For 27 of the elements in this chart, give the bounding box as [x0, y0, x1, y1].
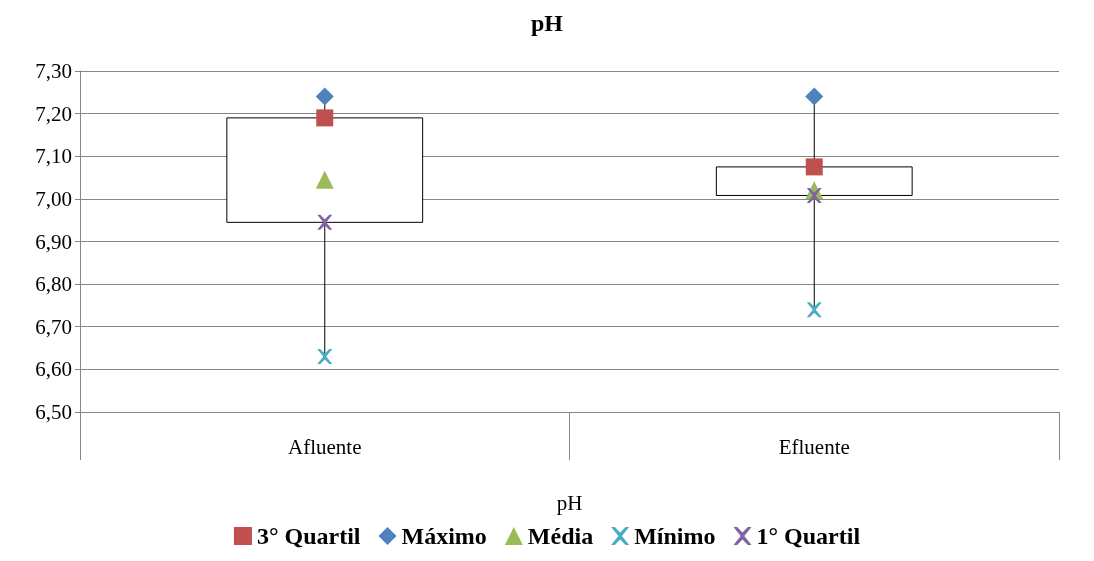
point [806, 187, 822, 203]
y-tick-label: 7,00 [35, 186, 72, 211]
y-tick-label: 6,80 [35, 272, 72, 297]
y-tick-label: 6,90 [35, 229, 72, 254]
legend-label: 1° Quartil [756, 523, 861, 549]
y-tick-label: 7,10 [35, 144, 72, 169]
x-axis-title: pH [556, 490, 583, 515]
point [805, 158, 823, 176]
point [316, 109, 334, 127]
point [806, 302, 822, 318]
point [317, 349, 333, 365]
y-tick-label: 7,20 [35, 101, 72, 126]
legend-label: Mínimo [634, 523, 716, 549]
chart-title: pH [530, 10, 564, 36]
point [315, 170, 334, 189]
y-tick-label: 6,60 [35, 357, 72, 382]
x-tick-label: Efluente [778, 434, 850, 459]
legend-label: Máximo [401, 523, 487, 549]
y-tick-label: 6,70 [35, 314, 72, 339]
y-tick-label: 6,50 [35, 400, 72, 424]
legend-label: 3° Quartil [256, 523, 361, 549]
point [315, 87, 334, 106]
legend-label: Média [527, 523, 594, 549]
point [317, 214, 333, 230]
y-tick-label: 7,30 [35, 59, 72, 83]
x-tick-label: Afluente [288, 434, 362, 459]
point [805, 87, 824, 106]
